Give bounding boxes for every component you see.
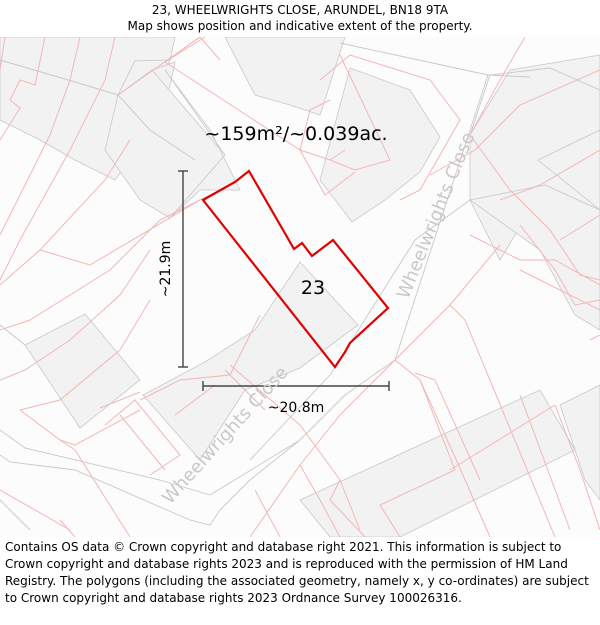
width-measure-line	[202, 381, 390, 391]
area-label: ~159m²/~0.039ac.	[204, 123, 387, 145]
plot-number: 23	[301, 277, 325, 299]
property-boundary[interactable]	[201, 169, 390, 369]
height-measure-label: ~21.9m	[158, 241, 174, 298]
width-measure-label: ~20.8m	[268, 400, 325, 416]
property-map[interactable]: Wheelwrights Close Wheelwrights Close ~1…	[0, 37, 600, 537]
parcel-boundaries	[0, 37, 600, 537]
height-measure-line	[178, 170, 188, 368]
map-header: 23, WHEELWRIGHTS CLOSE, ARUNDEL, BN18 9T…	[0, 0, 600, 37]
property-address-title: 23, WHEELWRIGHTS CLOSE, ARUNDEL, BN18 9T…	[151, 3, 449, 17]
copyright-attribution: Contains OS data © Crown copyright and d…	[5, 540, 589, 605]
map-subtitle: Map shows position and indicative extent…	[127, 19, 473, 33]
buildings	[0, 37, 600, 537]
